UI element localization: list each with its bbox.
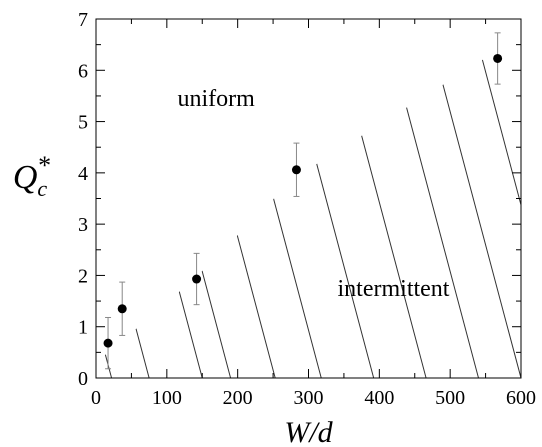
y-tick-labels: 0 1 2 3 4 5 6 7 bbox=[78, 9, 88, 390]
data-point-group bbox=[493, 33, 502, 84]
intermittent-region-hatching bbox=[16, 19, 542, 378]
x-tick-label: 300 bbox=[294, 387, 324, 409]
y-tick-label: 5 bbox=[78, 112, 88, 134]
data-point bbox=[104, 339, 113, 348]
data-point-group bbox=[292, 143, 301, 196]
hatch-line bbox=[383, 19, 478, 378]
hatch-line bbox=[54, 19, 149, 378]
x-tick-label: 0 bbox=[91, 387, 101, 409]
axis-ticks bbox=[96, 19, 521, 378]
y-tick-label: 0 bbox=[78, 368, 88, 390]
data-point-group bbox=[192, 253, 201, 304]
data-point bbox=[292, 165, 301, 174]
x-axis-title: W/d bbox=[284, 416, 333, 447]
plot-frame bbox=[96, 19, 521, 378]
hatch-line bbox=[107, 19, 202, 378]
hatch-line bbox=[331, 19, 426, 378]
y-tick-label: 1 bbox=[78, 317, 88, 339]
y-tick-label: 7 bbox=[78, 9, 88, 31]
hatch-line bbox=[426, 19, 521, 378]
region-label-intermittent: intermittent bbox=[338, 276, 450, 302]
hatch-line bbox=[278, 19, 373, 378]
x-tick-label: 500 bbox=[435, 387, 465, 409]
x-tick-label: 200 bbox=[223, 387, 253, 409]
y-tick-label: 6 bbox=[78, 60, 88, 82]
x-tick-label: 100 bbox=[152, 387, 182, 409]
hatch-line bbox=[180, 19, 275, 378]
data-point bbox=[192, 275, 201, 284]
y-tick-label: 4 bbox=[78, 163, 88, 185]
data-point-group bbox=[118, 282, 127, 335]
x-tick-label: 400 bbox=[364, 387, 394, 409]
y-axis-title: Qc* bbox=[13, 151, 51, 201]
y-tick-label: 2 bbox=[78, 265, 88, 287]
data-point bbox=[118, 304, 127, 313]
y-axis-title-main: Q bbox=[13, 159, 38, 196]
y-tick-label: 3 bbox=[78, 214, 88, 236]
hatch-line bbox=[525, 19, 542, 378]
x-tick-labels: 0 100 200 300 400 500 600 bbox=[91, 387, 536, 409]
data-point-group bbox=[104, 317, 113, 368]
region-label-uniform: uniform bbox=[177, 86, 255, 112]
data-series bbox=[104, 33, 503, 369]
x-tick-label: 600 bbox=[506, 387, 536, 409]
hatch-line bbox=[135, 19, 230, 378]
hatch-line bbox=[226, 19, 321, 378]
y-axis-title-superscript: * bbox=[38, 151, 51, 180]
data-point bbox=[493, 54, 502, 63]
